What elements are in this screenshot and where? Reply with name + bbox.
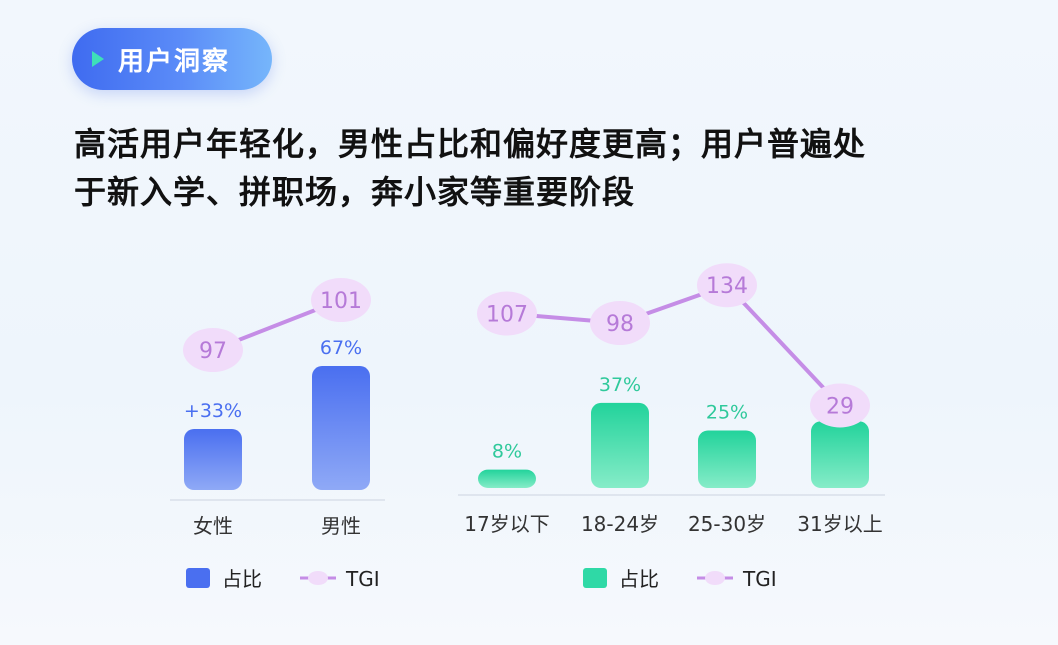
tgi-point-gender-2 [311,278,371,322]
section-badge-label: 用户洞察 [118,46,231,77]
tgi-point-age-4 [810,383,870,428]
section-badge: 用户洞察 [72,28,272,90]
legend-label-tgi-age: TGI [742,567,777,591]
legend-swatch-share-gender [186,568,210,588]
headline-line-1: 高活用户年轻化，男性占比和偏好度更高；用户普遍处 [74,125,867,163]
tgi-point-age-3 [697,263,757,308]
legend-label-tgi-gender: TGI [345,567,380,591]
tgi-label-age-2: 98 [606,312,634,337]
legend-swatch-share-age [583,568,607,588]
bar-label-age-1: 8% [492,441,522,463]
play-triangle-icon [92,51,104,67]
legend-swatch-tgi-dot-age [705,571,725,585]
tgi-label-gender-2: 101 [320,289,362,314]
bar-age-2 [591,402,649,488]
tgi-label-gender-1: 97 [199,339,227,364]
tgi-label-age-4: 29 [826,394,854,419]
headline-line-2: 于新入学、拼职场，奔小家等重要阶段 [74,173,636,211]
tick-label-age-3: 25-30岁 [688,512,766,536]
bar-label-age-2: 37% [599,374,641,396]
legend-label-share-gender: 占比 [222,567,262,591]
bar-label-gender-1: +33% [184,400,242,422]
tgi-label-age-1: 107 [486,303,528,328]
page-headline: 高活用户年轻化，男性占比和偏好度更高；用户普遍处 于新入学、拼职场，奔小家等重要… [74,120,1004,216]
tick-label-gender-2: 男性 [321,514,361,538]
tgi-point-age-2 [590,301,650,345]
bar-age-4 [811,421,869,488]
tick-label-gender-1: 女性 [193,514,233,538]
bar-label-age-3: 25% [706,402,748,424]
tgi-point-gender-1 [183,328,243,372]
tick-label-age-1: 17岁以下 [464,512,549,536]
tick-label-age-4: 31岁以上 [797,512,882,536]
bar-gender-1 [184,428,242,490]
tgi-line-age [506,283,842,407]
bar-age-1 [478,469,536,488]
tgi-label-age-3: 134 [706,274,748,299]
legend-swatch-tgi-dot-gender [308,571,328,585]
tgi-point-age-1 [477,291,537,336]
bar-label-gender-2: 67% [320,337,362,359]
bar-gender-2 [312,366,370,490]
legend-label-share-age: 占比 [619,567,659,591]
bar-age-3 [698,430,756,488]
tick-label-age-2: 18-24岁 [581,512,659,536]
